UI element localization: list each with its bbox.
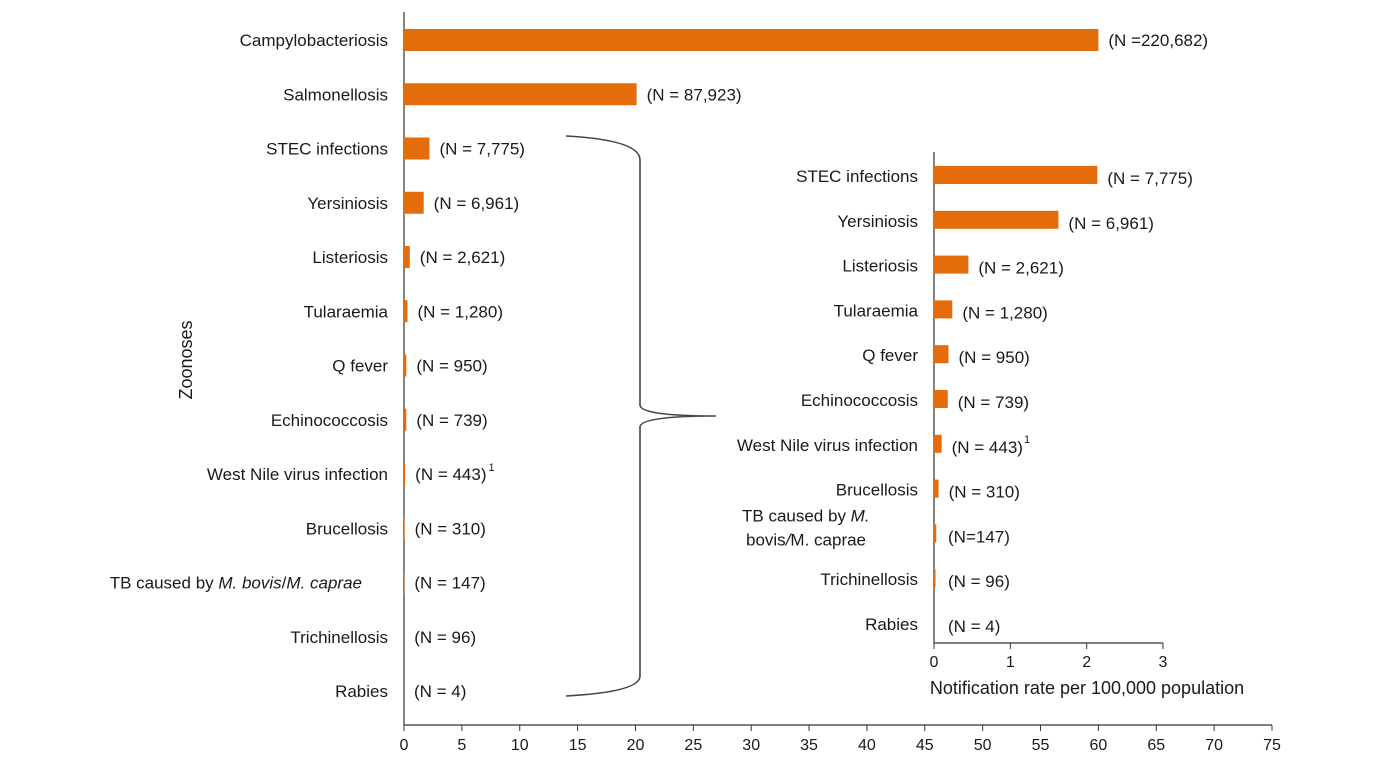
main-bar [404,408,407,431]
inset-category-label: STEC infections [796,167,918,186]
main-x-tick-label: 25 [684,737,702,754]
main-x-tick-label: 15 [569,737,587,754]
main-x-tick-label: 0 [400,737,409,754]
main-bar [404,354,407,377]
main-category-label: Yersiniosis [307,194,388,213]
inset-chart: 0 1 2 3 STEC infections (N = 7,775) Yersiniosi… [737,152,1244,698]
inset-bar [934,300,953,319]
main-category-label: Listeriosis [312,248,388,267]
main-category-label: Campylobacteriosis [240,31,388,50]
main-bar [404,517,405,540]
inset-n-label: (N=147) [948,527,1010,546]
main-category-label: STEC infections [266,140,388,159]
inset-category-label: Trichinellosis [820,570,918,589]
inset-category-label: West Nile virus infection [737,436,918,455]
main-bar [404,29,1099,51]
inset-bar [934,434,942,453]
inset-x-tick-label: 3 [1159,654,1168,671]
inset-bar [934,524,937,543]
inset-category-label: Q fever [862,346,918,365]
inset-category-label: Echinococcosis [801,391,918,410]
main-x-tick-label: 20 [627,737,645,754]
inset-x-tick-label: 0 [930,654,939,671]
brace-connector [565,135,717,697]
inset-n-label: (N = 4) [948,617,1000,636]
main-n-label: (N = 1,280) [417,302,503,321]
main-chart: 0 5 10 15 20 25 30 35 40 45 50 55 60 65 70 75Campylobac… [110,12,1281,754]
inset-n-label: (N = 7,775) [1107,169,1193,188]
inset-n-label: (N = 739) [958,393,1029,412]
main-x-tick-label: 65 [1147,737,1165,754]
main-x-tick-label: 50 [974,737,992,754]
inset-bar [934,166,1098,184]
main-footnote-marker: 1 [489,462,495,474]
main-category-label: West Nile virus infection [207,465,388,484]
main-category-label: Echinococcosis [271,411,388,430]
main-category-label: Salmonellosis [283,85,388,104]
main-category-label: Trichinellosis [290,628,388,647]
main-category-label: TB caused by M. bovis/M. caprae [110,574,362,593]
main-category-label: Tularaemia [304,302,389,321]
main-bar [404,191,424,214]
main-category-label: Brucellosis [306,519,388,538]
main-x-tick-label: 55 [1032,737,1050,754]
inset-n-label: (N = 2,621) [978,259,1064,278]
main-n-label: (N = 443) [415,465,486,484]
main-n-label: (N = 147) [414,574,485,593]
inset-bar [934,210,1059,229]
main-x-tick-label: 40 [858,737,876,754]
main-n-label: (N = 2,621) [420,248,506,267]
main-n-label: (N = 739) [416,411,487,430]
inset-n-label: (N = 950) [959,348,1030,367]
inset-bar [934,479,939,498]
main-n-label: (N = 96) [414,628,476,647]
inset-bar [934,345,949,364]
main-bar [404,300,408,323]
main-x-tick-label: 5 [457,737,466,754]
inset-category-label: bovis/M. caprae [746,530,866,549]
inset-x-axis-title: Notification rate per 100,000 population [930,678,1244,698]
main-x-tick-label: 70 [1205,737,1223,754]
main-n-label: (N = 6,961) [434,194,520,213]
main-x-tick-label: 75 [1263,737,1281,754]
main-bar [404,83,637,106]
main-n-label: (N = 950) [416,357,487,376]
inset-n-label: (N = 96) [948,572,1010,591]
inset-x-tick-label: 1 [1006,654,1015,671]
inset-n-label: (N = 1,280) [962,303,1048,322]
main-n-label: (N =220,682) [1108,31,1208,50]
inset-n-label: (N = 443) [952,438,1023,457]
main-x-tick-label: 10 [511,737,529,754]
main-x-tick-label: 35 [800,737,818,754]
main-x-tick-label: 60 [1090,737,1108,754]
main-bar [404,246,410,268]
inset-x-tick-label: 2 [1082,654,1091,671]
main-n-label: (N = 7,775) [439,140,525,159]
main-n-label: (N = 4) [414,682,466,701]
main-bar [404,463,406,485]
main-category-label: Q fever [332,357,388,376]
main-y-axis-title: Zoonoses [176,320,196,399]
inset-n-label: (N = 6,961) [1068,214,1154,233]
main-bar [404,137,430,160]
main-x-tick-label: 45 [916,737,934,754]
inset-category-label: TB caused by M. [742,506,870,525]
inset-category-label: Tularaemia [834,301,919,320]
inset-category-label: Listeriosis [842,257,918,276]
inset-bar [934,569,936,588]
inset-category-label: Rabies [865,615,918,634]
main-category-label: Rabies [335,682,388,701]
inset-bar [934,390,948,408]
main-n-label: (N = 310) [415,519,486,538]
inset-category-label: Yersiniosis [837,212,918,231]
inset-footnote-marker: 1 [1024,434,1030,446]
inset-bar [934,255,969,274]
inset-n-label: (N = 310) [949,483,1020,502]
inset-category-label: Brucellosis [836,481,918,500]
main-x-tick-label: 30 [742,737,760,754]
main-n-label: (N = 87,923) [647,85,742,104]
